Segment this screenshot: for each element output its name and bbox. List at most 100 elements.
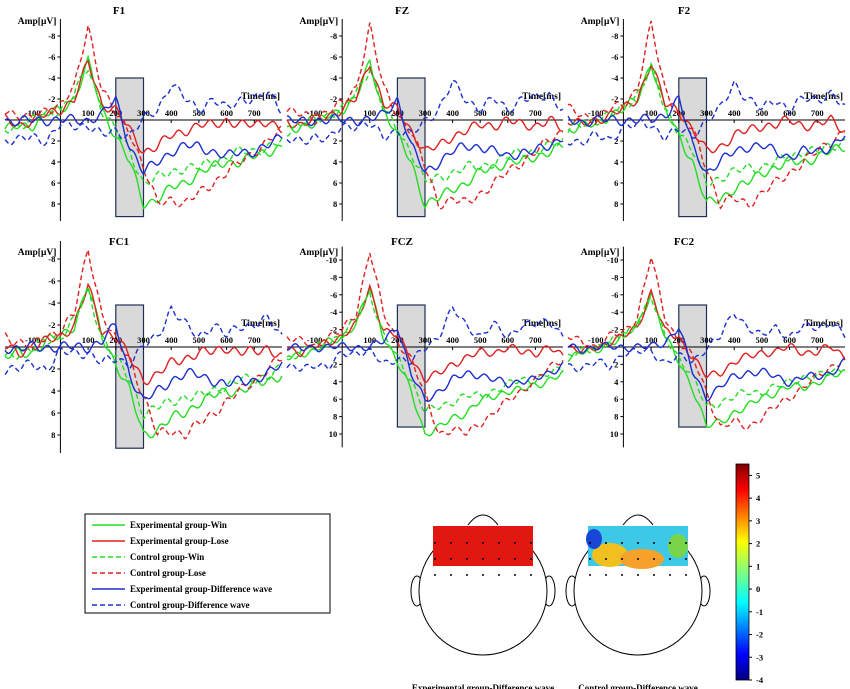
erp-panel-f1: -8 -6 -4 -2 2 4 6 8 -100 100 200 300 400 500 600 700 F1 A… [4, 5, 283, 221]
x-tick-label: 400 [728, 335, 741, 345]
electrode-dot [482, 574, 484, 576]
electrode-dot [685, 542, 687, 544]
series-line-control-group-difference-wave [286, 305, 564, 372]
y-tick-label: -2 [48, 320, 55, 330]
series-line-control-group-win [4, 285, 283, 421]
series-line-experimental-group-win [567, 290, 846, 428]
series-line-control-group-win [286, 291, 564, 414]
series-line-control-group-difference-wave [567, 313, 846, 373]
colorbar-tick-label: -2 [756, 630, 763, 640]
x-tick-label: 100 [645, 108, 658, 118]
panel-title: FC2 [674, 236, 695, 248]
series-line-experimental-group-lose [286, 283, 564, 384]
y-tick-label: 10 [329, 429, 338, 439]
x-tick-label: 400 [728, 108, 741, 118]
y-tick-label: -8 [48, 31, 55, 41]
y-tick-label: -8 [48, 254, 55, 264]
series-line-control-group-lose [286, 252, 564, 436]
y-axis-label: Amp[μV] [300, 17, 339, 27]
electrode-dot [589, 574, 591, 576]
x-axis-label: Time[ms] [522, 92, 561, 102]
electrode-dot [605, 542, 607, 544]
x-tick-label: 300 [419, 108, 432, 118]
panel-title: FC1 [109, 236, 129, 248]
nose-outline [622, 514, 654, 526]
y-tick-label: -2 [611, 325, 618, 335]
x-tick-label: 100 [363, 335, 376, 345]
x-tick-label: -100 [25, 335, 41, 345]
series-line-control-group-lose [286, 22, 564, 210]
x-axis-label: Time[ms] [804, 319, 843, 329]
y-tick-label: -2 [611, 94, 618, 104]
electrode-dot [450, 574, 452, 576]
x-tick-label: 500 [756, 335, 769, 345]
y-tick-label: -10 [326, 255, 337, 265]
colorbar-tick-label: -4 [756, 675, 764, 685]
x-tick-label: 300 [700, 335, 713, 345]
x-tick-label: 100 [82, 335, 95, 345]
x-tick-label: 200 [391, 335, 404, 345]
electrode-dot [530, 558, 532, 560]
x-tick-label: -100 [307, 108, 323, 118]
electrode-dot [530, 542, 532, 544]
x-tick-label: 700 [248, 335, 261, 345]
series-line-experimental-group-win [4, 286, 283, 439]
electrode-dot [669, 574, 671, 576]
electrode-dot [498, 574, 500, 576]
x-tick-label: 700 [811, 108, 824, 118]
electrode-dot [434, 574, 436, 576]
x-axis-label: Time[ms] [804, 92, 843, 102]
y-tick-label: -6 [611, 290, 618, 300]
electrode-dot [685, 574, 687, 576]
y-tick-label: 10 [610, 429, 619, 439]
series-line-experimental-group-lose [286, 65, 564, 151]
electrode-dot [514, 542, 516, 544]
colorbar-tick-label: 2 [756, 539, 760, 549]
y-tick-label: 8 [333, 199, 337, 209]
colorbar-tick-label: -3 [756, 652, 763, 662]
x-tick-label: 700 [529, 108, 542, 118]
series-line-experimental-group-difference-wave [286, 95, 564, 173]
legend-label: Experimental group-Lose [130, 536, 229, 546]
electrode-dot [482, 542, 484, 544]
series-line-experimental-group-difference-wave [567, 94, 846, 173]
x-axis-label: Time[ms] [522, 319, 561, 329]
x-tick-label: 400 [165, 335, 178, 345]
colorbar-tick-label: 0 [756, 584, 760, 594]
electrode-dot [466, 542, 468, 544]
electrode-dot [589, 542, 591, 544]
y-tick-label: -4 [330, 307, 338, 317]
x-tick-label: 300 [137, 108, 150, 118]
x-tick-label: 200 [391, 108, 404, 118]
electrode-dot [466, 558, 468, 560]
x-tick-label: 700 [248, 108, 261, 118]
series-line-experimental-group-difference-wave [4, 323, 283, 400]
y-tick-label: -6 [611, 52, 618, 62]
legend-label: Control group-Lose [130, 568, 206, 578]
y-tick-label: -6 [48, 276, 55, 286]
electrode-dot [498, 542, 500, 544]
time-window-box [396, 304, 426, 428]
electrode-dot [434, 558, 436, 560]
x-tick-label: 300 [137, 335, 150, 345]
legend: Experimental group-Win Experimental group… [84, 513, 331, 614]
y-tick-label: 2 [51, 136, 55, 146]
electrode-dot [605, 574, 607, 576]
series-line-experimental-group-win [567, 64, 846, 204]
electrode-dot [621, 542, 623, 544]
x-tick-label: -100 [588, 335, 604, 345]
activation-blob [586, 529, 602, 549]
electrode-dot [637, 542, 639, 544]
colorbar-tick-label: -1 [756, 607, 763, 617]
colorbar-tick-label: 1 [756, 561, 760, 571]
time-window-box [678, 304, 708, 428]
series-line-control-group-difference-wave [4, 304, 283, 375]
y-tick-label: -4 [611, 307, 619, 317]
x-tick-label: 400 [165, 108, 178, 118]
series-line-control-group-difference-wave [567, 79, 846, 146]
electrode-dot [482, 558, 484, 560]
x-tick-label: 200 [109, 108, 122, 118]
x-tick-label: 700 [529, 335, 542, 345]
